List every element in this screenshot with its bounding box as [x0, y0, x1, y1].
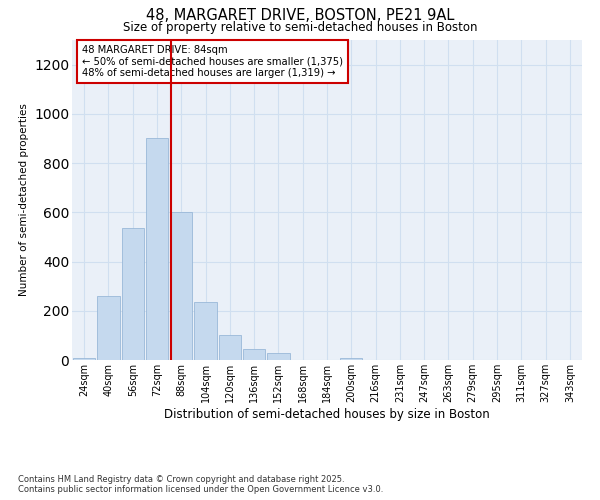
Bar [194, 302, 217, 360]
Y-axis label: Number of semi-detached properties: Number of semi-detached properties [19, 104, 29, 296]
Text: 48, MARGARET DRIVE, BOSTON, PE21 9AL: 48, MARGARET DRIVE, BOSTON, PE21 9AL [146, 8, 454, 22]
Bar [170, 212, 193, 360]
Text: Contains HM Land Registry data © Crown copyright and database right 2025.
Contai: Contains HM Land Registry data © Crown c… [18, 474, 383, 494]
Bar [122, 228, 144, 360]
Text: Size of property relative to semi-detached houses in Boston: Size of property relative to semi-detach… [123, 21, 477, 34]
Bar [73, 358, 95, 360]
Bar [97, 296, 119, 360]
Bar [218, 336, 241, 360]
X-axis label: Distribution of semi-detached houses by size in Boston: Distribution of semi-detached houses by … [164, 408, 490, 420]
Bar [243, 349, 265, 360]
Bar [146, 138, 168, 360]
Bar [267, 352, 290, 360]
Bar [340, 358, 362, 360]
Text: 48 MARGARET DRIVE: 84sqm
← 50% of semi-detached houses are smaller (1,375)
48% o: 48 MARGARET DRIVE: 84sqm ← 50% of semi-d… [82, 45, 343, 78]
